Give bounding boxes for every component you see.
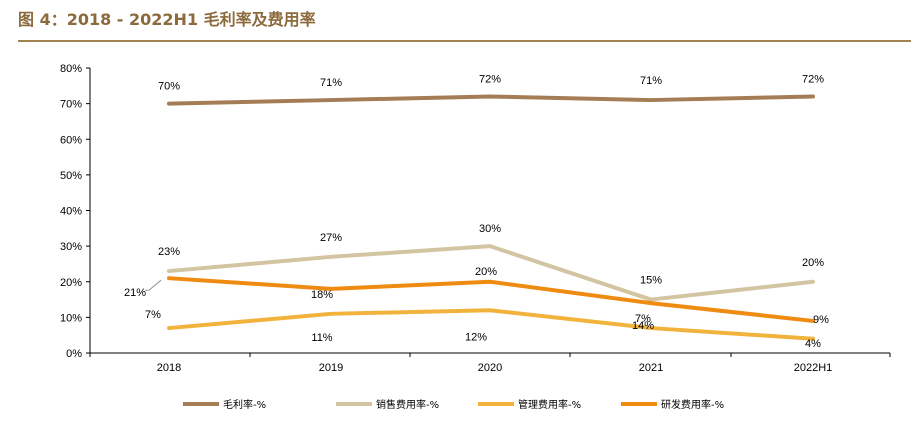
data-label-gross_margin: 72% <box>479 74 501 86</box>
y-tick-label: 40% <box>60 206 82 218</box>
legend-label-gross_margin: 毛利率-% <box>223 398 266 411</box>
data-label-sales: 20% <box>802 257 824 269</box>
data-label-admin: 7% <box>145 309 161 321</box>
y-tick-label: 20% <box>60 277 82 289</box>
series-line-admin <box>167 308 815 341</box>
legend-label-admin: 管理费用率-% <box>518 398 581 411</box>
series-line-gross_margin <box>167 94 815 106</box>
leader-line <box>145 279 162 291</box>
data-label-gross_margin: 72% <box>802 74 824 86</box>
y-tick-label: 0% <box>66 348 82 360</box>
legend-label-sales: 销售费用率-% <box>376 398 439 411</box>
data-label-rd: 21% <box>124 287 146 299</box>
data-label-gross_margin: 71% <box>640 75 662 87</box>
data-label-admin: 11% <box>311 332 332 344</box>
y-tick-label: 50% <box>60 170 82 182</box>
data-label-rd: 9% <box>813 314 829 326</box>
data-label-gross_margin: 70% <box>158 81 180 93</box>
page-title: 图 4：2018 - 2022H1 毛利率及费用率 <box>18 10 316 29</box>
x-tick-label: 2022H1 <box>794 362 833 374</box>
data-label-admin: 4% <box>805 338 821 350</box>
y-tick-label: 10% <box>60 312 82 324</box>
data-label-sales: 30% <box>479 223 501 235</box>
data-label-rd: 20% <box>475 266 497 278</box>
data-label-sales: 23% <box>158 246 180 258</box>
y-tick-label: 70% <box>60 99 82 111</box>
data-label-admin: 7% <box>635 313 651 325</box>
series-line-rd <box>167 276 815 323</box>
y-tick-label: 30% <box>60 241 82 253</box>
title-divider <box>18 40 911 42</box>
legend-label-rd: 研发费用率-% <box>661 398 724 411</box>
x-tick-label: 2018 <box>157 362 181 374</box>
data-label-sales: 27% <box>320 232 342 244</box>
y-tick-label: 80% <box>60 63 82 75</box>
data-label-rd: 14% <box>632 320 654 332</box>
y-tick-label: 60% <box>60 134 82 146</box>
x-tick-label: 2019 <box>319 362 343 374</box>
data-label-rd: 18% <box>311 289 333 301</box>
data-label-gross_margin: 71% <box>320 77 342 89</box>
x-tick-label: 2020 <box>478 362 502 374</box>
data-label-sales: 15% <box>640 275 662 287</box>
x-tick-label: 2021 <box>639 362 663 374</box>
data-label-admin: 12% <box>465 331 487 343</box>
